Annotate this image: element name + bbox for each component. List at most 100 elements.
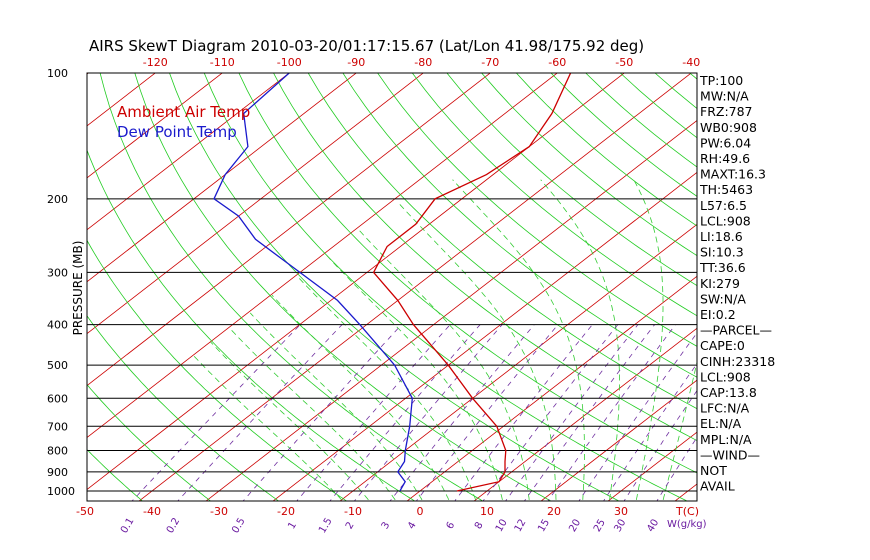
pressure-tick-label: 600 xyxy=(47,392,68,405)
bottom-temperature-axis: 0.1 0.2 0.5 1 1.5 2 3 4 6 8 10 12 15 20 25 30 40-50 -40 -3… xyxy=(76,505,707,535)
chart-title: AIRS SkewT Diagram 2010-03-20/01:17:15.6… xyxy=(89,37,644,55)
mixing-ratio-line xyxy=(389,324,535,501)
mixing-ratio-unit-label: W(g/kg) xyxy=(667,519,707,530)
pressure-tick-label: 800 xyxy=(47,444,68,457)
moist-adiabat-line xyxy=(540,179,620,500)
isotherm-line xyxy=(87,73,625,490)
index-item: MPL:N/A xyxy=(700,432,752,447)
legend-ambient-temp: Ambient Air Temp xyxy=(117,103,250,121)
index-item: CAPE:0 xyxy=(700,338,745,353)
pressure-tick-label: 700 xyxy=(47,420,68,433)
index-item: FRZ:787 xyxy=(700,104,753,119)
moist-adiabat-line xyxy=(452,179,585,500)
moist-adiabat-line xyxy=(633,179,664,500)
moist-adiabat-line xyxy=(271,294,450,501)
moist-adiabat-line xyxy=(398,203,557,500)
isotherm-line xyxy=(272,171,697,501)
bottom-temp-tick-label: -10 xyxy=(344,505,362,518)
dry-adiabat-line xyxy=(377,73,697,347)
mixing-ratio-tick-label: 1 xyxy=(286,520,299,531)
isotherm-line xyxy=(806,0,870,503)
mixing-ratio-line xyxy=(131,324,301,501)
index-item: EL:N/A xyxy=(700,416,742,431)
mixing-ratio-tick-label: 0.1 xyxy=(119,516,136,535)
dry-adiabat-line xyxy=(481,73,697,257)
moist-adiabat-line xyxy=(230,328,396,501)
dry-adiabat-line xyxy=(657,0,870,503)
ambient-temp-line xyxy=(372,73,572,492)
top-temp-tick-label: -90 xyxy=(347,56,365,69)
index-item: TH:5463 xyxy=(699,182,753,197)
mixing-ratio-tick-label: 12 xyxy=(513,517,529,534)
dry-adiabat-line xyxy=(627,0,870,503)
mixing-ratio-line xyxy=(623,389,697,501)
moist-adiabat-line xyxy=(210,341,369,501)
bottom-temp-tick-label: 10 xyxy=(480,505,494,518)
mixing-ratio-line xyxy=(547,324,676,501)
mixing-ratio-line xyxy=(505,324,639,501)
isotherm-line xyxy=(739,0,870,503)
mixing-ratio-tick-label: 4 xyxy=(406,520,419,531)
bottom-temp-tick-label: -20 xyxy=(277,505,295,518)
isotherm-line xyxy=(473,327,697,501)
mixing-ratio-tick-label: 25 xyxy=(592,517,608,534)
dry-adiabat-line xyxy=(273,73,697,441)
mixing-ratio-tick-label: 0.5 xyxy=(230,516,247,535)
moist-adiabat-line xyxy=(324,253,503,500)
dry-adiabat-line xyxy=(515,73,697,227)
mixing-ratio-line xyxy=(578,332,697,501)
index-item: PW:6.04 xyxy=(700,135,751,150)
top-temp-tick-label: -60 xyxy=(548,56,566,69)
isotherm-line xyxy=(406,275,697,501)
index-item: NOT xyxy=(700,463,727,478)
top-temp-tick-label: -40 xyxy=(682,56,700,69)
moist-adiabat-line xyxy=(193,355,342,501)
bottom-temp-tick-label: 0 xyxy=(417,505,424,518)
index-item: WB0:908 xyxy=(700,120,757,135)
mixing-ratio-line xyxy=(523,324,655,501)
dry-adiabat-line xyxy=(411,73,697,317)
index-item: —WIND— xyxy=(700,447,760,462)
mixing-ratio-line xyxy=(177,324,343,501)
indices-panel: TP:100MW:N/AFRZ:787WB0:908PW:6.04RH:49.6… xyxy=(699,73,775,494)
dry-adiabat-line xyxy=(134,73,552,501)
dry-adiabat-line xyxy=(446,73,697,287)
index-item: RH:49.6 xyxy=(700,151,750,166)
index-item: TP:100 xyxy=(699,73,743,88)
top-temperature-axis: -120 -110 -100 -90 -80 -70 -60 -50 -40 xyxy=(143,56,700,69)
pressure-tick-label: 1000 xyxy=(47,485,75,498)
isobars xyxy=(87,198,697,492)
moist-adiabat-line xyxy=(249,312,423,501)
index-item: MW:N/A xyxy=(700,89,749,104)
dry-adiabat-line xyxy=(307,73,697,410)
dew-point-line xyxy=(213,73,413,492)
mixing-ratio-tick-label: 3 xyxy=(380,520,393,531)
dry-adiabat-line xyxy=(747,0,870,503)
top-temp-tick-label: -120 xyxy=(143,56,168,69)
isotherm-line xyxy=(87,73,424,335)
top-temp-tick-label: -50 xyxy=(615,56,633,69)
isotherm-line xyxy=(339,223,697,501)
mixing-ratio-line xyxy=(415,324,559,501)
mixing-ratio-tick-label: 2 xyxy=(344,520,357,531)
index-item: SI:10.3 xyxy=(700,245,744,260)
pressure-axis: 100 200 300 400 500 600 700 800 900 1000 xyxy=(47,67,75,498)
isotherm-line xyxy=(87,73,491,387)
bottom-temp-tick-label: -40 xyxy=(143,505,161,518)
pressure-tick-label: 500 xyxy=(47,359,68,372)
isotherm-line xyxy=(87,73,357,283)
mixing-ratio-line xyxy=(603,363,697,501)
mixing-ratio-tick-label: 0.2 xyxy=(165,516,182,535)
temp-unit-label: T(C) xyxy=(675,505,699,518)
index-item: LCL:908 xyxy=(700,369,751,384)
mixing-ratio-line xyxy=(242,324,402,501)
pressure-tick-label: 400 xyxy=(47,319,68,332)
index-item: SW:N/A xyxy=(700,291,746,306)
top-temp-tick-label: -100 xyxy=(277,56,302,69)
legend-dew-point: Dew Point Temp xyxy=(117,123,237,141)
bottom-temp-tick-label: -50 xyxy=(76,505,94,518)
isotherm-line xyxy=(87,73,89,75)
mixing-ratio-tick-label: 40 xyxy=(645,517,661,534)
index-item: TT:36.6 xyxy=(699,260,746,275)
bottom-temp-tick-label: -30 xyxy=(210,505,228,518)
